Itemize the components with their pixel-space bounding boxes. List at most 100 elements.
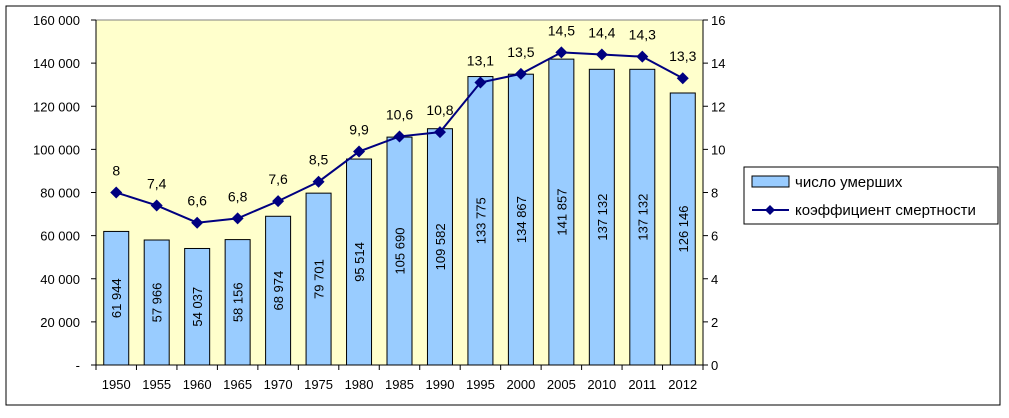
line-value-label: 13,5 [507, 44, 534, 60]
left-axis-tick-label: - [76, 358, 80, 373]
x-axis-tick-label: 2005 [547, 377, 576, 392]
x-axis-tick-label: 1955 [142, 377, 171, 392]
line-point-1955 [150, 199, 163, 212]
right-axis-tick-label: 0 [711, 358, 718, 373]
bars-layer: 61 944 57 966 54 037 58 156 68 974 79 701 95 5… [103, 58, 696, 366]
line-value-label: 13,1 [467, 53, 494, 69]
line-point-1980 [353, 145, 366, 158]
bar-value-label: 133 775 [473, 197, 488, 244]
line-value-label: 8 [112, 163, 120, 179]
x-axis-tick-label: 1995 [466, 377, 495, 392]
right-axis-tick-label: 14 [711, 56, 725, 71]
x-axis-tick-label: 2010 [587, 377, 616, 392]
bar-2012 [669, 92, 696, 366]
x-axis-tick-label: 1990 [426, 377, 455, 392]
legend: число умерших коэффициент смертности [743, 166, 999, 225]
left-axis-tick-label: 120 000 [33, 99, 80, 114]
legend-bar-label: число умерших [795, 174, 903, 191]
left-axis-tick-label: 20 000 [40, 315, 80, 330]
x-axis-tick-label: 1950 [102, 377, 131, 392]
bar-value-label: 141 857 [554, 189, 569, 236]
bar-1980 [346, 158, 373, 366]
line-point-1995 [474, 76, 487, 89]
left-axis-tick-label: 40 000 [40, 272, 80, 287]
right-axis-tick-label: 6 [711, 229, 718, 244]
bar-value-label: 57 966 [150, 283, 165, 323]
bar-value-label: 137 132 [595, 194, 610, 241]
bar-value-label: 54 037 [190, 287, 205, 327]
bar-value-label: 134 867 [514, 196, 529, 243]
bar-1970 [265, 215, 292, 366]
bar-1955 [143, 239, 170, 366]
line-value-label: 10,6 [386, 106, 413, 122]
line-point-2005 [555, 46, 568, 59]
x-axis-tick-label: 1960 [183, 377, 212, 392]
bar-2010 [588, 68, 615, 366]
line-layer: 8 7,4 6,6 6,8 7,6 8,5 9,9 10,6 10,8 13,1 13,5 14,5 1… [110, 22, 697, 229]
bar-1985 [386, 136, 413, 366]
bar-value-label: 58 156 [231, 282, 246, 322]
line-point-2010 [595, 48, 608, 61]
right-axis-tick-label: 12 [711, 99, 725, 114]
line-value-label: 14,3 [629, 27, 656, 43]
right-axis-tick-label: 2 [711, 315, 718, 330]
bar-2005 [548, 58, 575, 366]
line-value-label: 7,4 [147, 175, 167, 191]
bar-1990 [426, 128, 453, 366]
line-point-1960 [191, 216, 204, 229]
left-axis-tick-label: 60 000 [40, 229, 80, 244]
bar-value-label: 109 582 [433, 223, 448, 270]
line-point-1975 [312, 175, 325, 188]
line-point-2000 [514, 67, 527, 80]
legend-bar-swatch [751, 175, 790, 188]
line-point-1990 [433, 126, 446, 139]
line-value-label: 8,5 [309, 152, 329, 168]
line-value-label: 9,9 [349, 122, 369, 138]
line-point-1970 [272, 195, 285, 208]
line-value-label: 14,5 [548, 22, 575, 38]
line-value-label: 6,6 [187, 193, 207, 209]
left-axis-tick-label: 100 000 [33, 142, 80, 157]
line-point-1985 [393, 130, 406, 143]
bar-value-label: 95 514 [352, 242, 367, 282]
line-point-2012 [676, 72, 689, 85]
right-axis-tick-label: 10 [711, 142, 725, 157]
bar-1975 [305, 192, 332, 366]
line-value-label: 6,8 [228, 188, 248, 204]
bar-value-label: 126 146 [676, 205, 691, 252]
bar-value-label: 105 690 [393, 228, 408, 275]
x-axis-tick-label: 1965 [223, 377, 252, 392]
x-axis-tick-label: 1980 [345, 377, 374, 392]
bar-value-label: 79 701 [312, 259, 327, 299]
x-axis-tick-label: 2000 [506, 377, 535, 392]
line-value-label: 14,4 [588, 25, 615, 41]
bar-1965 [224, 239, 251, 366]
x-axis-tick-label: 1970 [264, 377, 293, 392]
right-axis-tick-label: 16 [711, 13, 725, 28]
line-value-label: 7,6 [268, 171, 288, 187]
left-axis-tick-label: 140 000 [33, 56, 80, 71]
line-value-label: 10,8 [426, 102, 453, 118]
line-point-1950 [110, 186, 123, 199]
legend-line-label: коэффициент смертности [795, 202, 976, 219]
right-axis-tick-label: 8 [711, 186, 718, 201]
line-point-1965 [231, 212, 244, 225]
x-axis-tick-label: 1975 [304, 377, 333, 392]
bar-2011 [629, 68, 656, 366]
x-axis-tick-label: 2012 [668, 377, 697, 392]
bar-value-label: 68 974 [271, 271, 286, 311]
left-axis-tick-label: 80 000 [40, 186, 80, 201]
left-axis-tick-label: 160 000 [33, 13, 80, 28]
x-axis-tick-label: 2011 [628, 377, 656, 392]
bar-1995 [467, 76, 494, 366]
line-point-2011 [636, 50, 649, 63]
right-axis-tick-label: 4 [711, 272, 718, 287]
x-axis-tick-label: 1985 [385, 377, 414, 392]
line-value-label: 13,3 [669, 48, 696, 64]
legend-line-marker [765, 205, 775, 215]
bar-value-label: 61 944 [109, 278, 124, 318]
axes-layer: - 20 000 40 000 60 000 80 000 100 000 120 000 1… [33, 13, 725, 392]
bar-value-label: 137 132 [635, 194, 650, 241]
